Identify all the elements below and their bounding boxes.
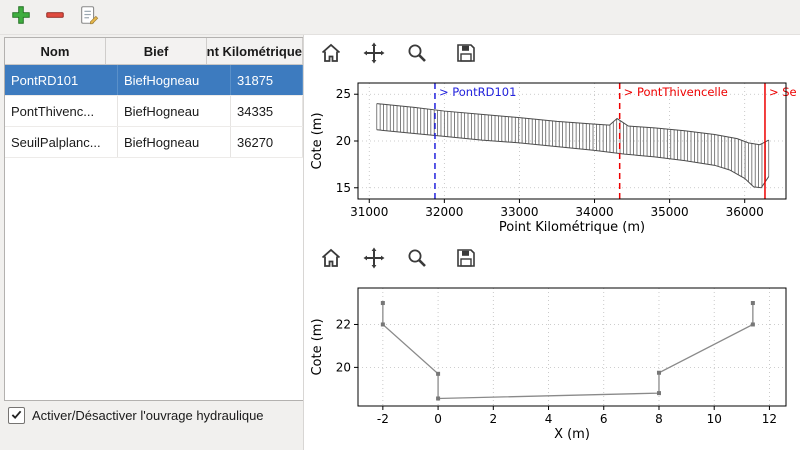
activate-checkbox[interactable] [8,407,25,424]
svg-text:22: 22 [336,317,351,331]
svg-text:2: 2 [489,412,497,426]
column-header-pk-label: Point Kilométrique [207,43,302,59]
cell-bief: BiefHogneau [118,127,231,157]
save-button[interactable] [453,248,478,273]
table-body: PontRD101 BiefHogneau 31875 PontThivenc.… [5,65,303,400]
svg-text:-2: -2 [377,412,389,426]
charts-panel: > PontRD101 > PontThivencelle > SeuilPalpl… [303,35,800,450]
cell-nom: PontThivenc... [5,96,118,126]
x-axis-label: X (m) [554,427,590,442]
svg-text:31000: 31000 [350,205,388,219]
save-icon [454,41,478,70]
column-header-nom[interactable]: Nom [5,38,106,64]
zoom-icon [405,41,429,70]
svg-text:4: 4 [545,412,553,426]
y-axis-label: Cote (m) [310,318,325,375]
edit-structure-button[interactable] [76,4,102,30]
svg-text:12: 12 [762,412,777,426]
save-button[interactable] [453,43,478,68]
pan-icon [362,246,386,275]
profile-chart-block: > PontRD101 > PontThivencelle > SeuilPalpl… [304,35,800,240]
table-row[interactable]: SeuilPalplanc... BiefHogneau 36270 [5,127,303,158]
pan-button[interactable] [361,41,386,70]
pan-button[interactable] [361,246,386,275]
cell-pk: 34335 [231,96,303,126]
home-button[interactable] [318,43,343,68]
cell-pk: 31875 [231,65,303,95]
table-row[interactable]: PontThivenc... BiefHogneau 34335 [5,96,303,127]
zoom-button[interactable] [404,43,429,68]
longitudinal-profile-chart[interactable]: > PontRD101 > PontThivencelle > SeuilPalpl… [308,75,800,235]
chart-annotation-label: > PontRD101 [439,85,516,99]
home-button[interactable] [318,248,343,273]
section-chart-toolbar [308,240,800,280]
chart-annotation-label: > SeuilPalplanches [769,85,796,99]
section-chart-block: -2 0 2 4 6 8 10 12 20 22 X (m) Cote (m) [304,240,800,447]
svg-text:0: 0 [434,412,442,426]
table-row[interactable]: PontRD101 BiefHogneau 31875 [5,65,303,96]
edit-icon [78,4,100,31]
svg-text:15: 15 [336,181,351,195]
svg-text:33000: 33000 [500,205,538,219]
y-axis-label: Cote (m) [310,112,325,169]
svg-text:35000: 35000 [651,205,689,219]
home-icon [319,41,343,70]
column-header-pk[interactable]: Point Kilométrique [207,38,303,64]
svg-text:34000: 34000 [575,205,613,219]
column-header-bief-label: Bief [143,43,169,59]
svg-text:6: 6 [600,412,608,426]
cell-bief: BiefHogneau [118,65,231,95]
cell-bief: BiefHogneau [118,96,231,126]
svg-text:36000: 36000 [726,205,764,219]
activate-structure-row: Activer/Désactiver l'ouvrage hydraulique [8,407,264,424]
pan-icon [362,41,386,70]
profile-chart-toolbar [308,35,800,75]
add-icon [10,4,32,31]
cell-pk: 36270 [231,127,303,157]
remove-structure-button[interactable] [42,4,68,30]
activate-checkbox-label: Activer/Désactiver l'ouvrage hydraulique [32,408,264,423]
svg-text:8: 8 [655,412,663,426]
main-toolbar [0,0,800,35]
table-header: Nom Bief Point Kilométrique [5,38,303,65]
svg-text:32000: 32000 [425,205,463,219]
svg-text:10: 10 [707,412,722,426]
zoom-icon [405,246,429,275]
cross-section-chart[interactable]: -2 0 2 4 6 8 10 12 20 22 X (m) Cote (m) [308,280,796,442]
svg-text:25: 25 [336,87,351,101]
add-structure-button[interactable] [8,4,34,30]
zoom-button[interactable] [404,248,429,273]
column-header-nom-label: Nom [40,43,70,59]
home-icon [319,246,343,275]
structures-table: Nom Bief Point Kilométrique PontRD101 Bi… [4,37,304,401]
check-icon [11,408,22,423]
cell-nom: SeuilPalplanc... [5,127,118,157]
chart-annotation-label: > PontThivencelle [624,85,728,99]
save-icon [454,246,478,275]
svg-text:20: 20 [336,134,351,148]
svg-text:20: 20 [336,360,351,374]
cell-nom: PontRD101 [5,65,118,95]
remove-icon [44,4,66,31]
x-axis-label: Point Kilométrique (m) [499,220,645,235]
column-header-bief[interactable]: Bief [106,38,207,64]
